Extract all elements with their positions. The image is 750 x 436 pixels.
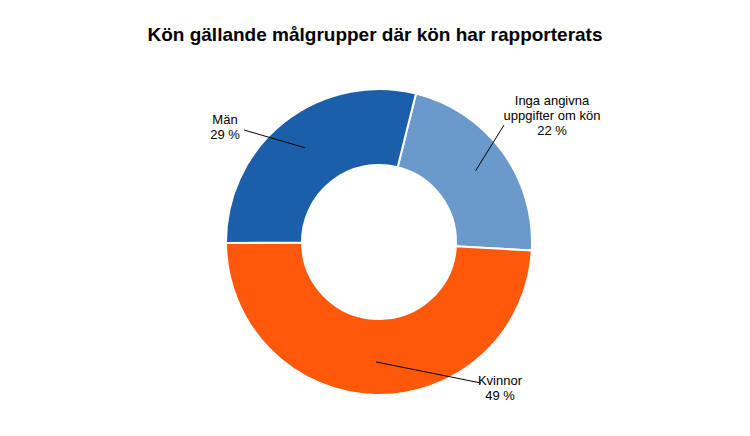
svg-text:Kvinnor49 %: Kvinnor49 % — [478, 373, 523, 403]
svg-text:Inga angivnauppgifter om kön22: Inga angivnauppgifter om kön22 % — [504, 93, 601, 138]
svg-text:Män29 %: Män29 % — [210, 112, 240, 142]
html-text:Kön gällande målgrupper där kö: Kön gällande målgrupper där kön har rapp… — [147, 24, 603, 45]
